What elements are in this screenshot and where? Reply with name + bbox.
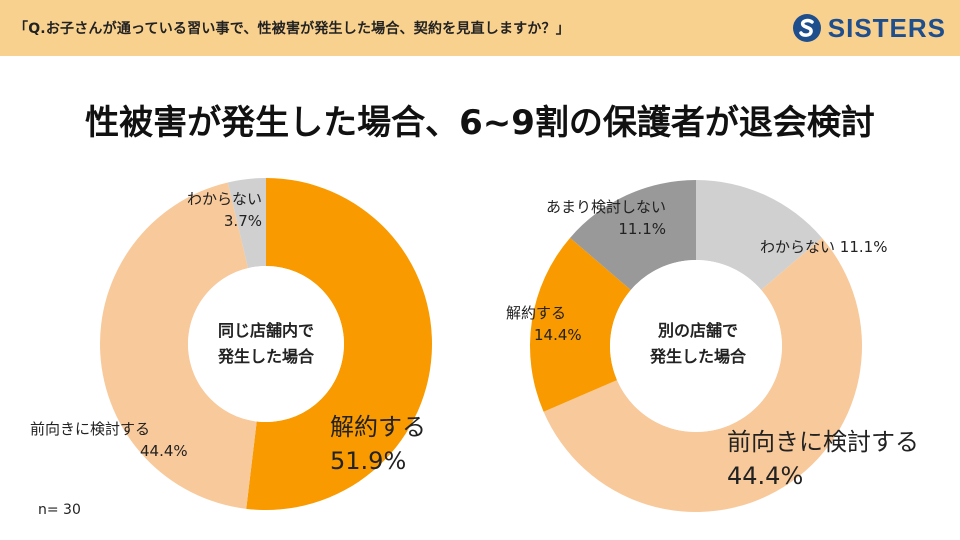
chart1-label-maemuki: 前向きに検討する 44.4% [30, 418, 230, 462]
chart1-label-kaiyaku-value: 51.9% [330, 447, 407, 475]
chart2-center-line1: 別の店舗で [657, 321, 738, 340]
chart2-slice-2 [530, 237, 631, 412]
chart1-label-wakaranai-name: わからない [186, 190, 262, 208]
chart1-center-label: 同じ店舗内で 発生した場合 [181, 318, 351, 370]
chart2-label-wakaranai: わからない 11.1% [760, 236, 940, 258]
header-bar: 「Q.お子さんが通っている習い事で、性被害が発生した場合、契約を見直しますか？」… [0, 0, 960, 56]
chart1-hole [188, 266, 344, 422]
chart2-label-maemuki-name: 前向きに検討する [727, 428, 919, 456]
chart1-slice-0 [246, 178, 432, 510]
chart2-label-kaiyaku: 解約する 14.4% [506, 302, 616, 346]
chart1-label-wakaranai: わからない 3.7% [130, 188, 262, 232]
sample-size: n= 30 [38, 502, 81, 518]
chart2-label-kaiyaku-name: 解約する [506, 304, 567, 322]
s-mark-icon [792, 14, 821, 42]
chart2-center-label: 別の店舗で 発生した場合 [613, 318, 783, 370]
logo-text: SISTERS [827, 12, 946, 43]
chart2-label-amari-value: 11.1% [618, 220, 666, 238]
chart2-label-maemuki-value: 44.4% [727, 462, 804, 490]
chart2-slice-0 [696, 180, 822, 290]
chart1-center-line2: 発生した場合 [217, 347, 314, 366]
chart1-slice-1 [99, 182, 257, 509]
chart2-label-wakaranai-value: 11.1% [839, 238, 888, 256]
chart2-hole [610, 260, 782, 432]
chart2-slice-1 [543, 237, 862, 513]
chart1-label-kaiyaku-name: 解約する [330, 413, 426, 441]
chart2-label-wakaranai-name: わからない [760, 238, 836, 256]
chart1-label-maemuki-value: 44.4% [140, 442, 188, 460]
chart2-slice-3 [570, 180, 696, 290]
chart1-label-maemuki-name: 前向きに検討する [30, 420, 151, 438]
chart1-center-line1: 同じ店舗内で [217, 321, 314, 340]
chart2-label-maemuki: 前向きに検討する 44.4% [727, 425, 952, 493]
chart2-center-line2: 発生した場合 [649, 347, 746, 366]
chart1-label-wakaranai-value: 3.7% [223, 212, 262, 230]
chart1-slice-2 [227, 178, 266, 269]
sisters-logo: SISTERS [792, 10, 946, 46]
chart2-label-amari: あまり検討しない 11.1% [480, 196, 666, 240]
slide-title: 性被害が発生した場合、6~9割の保護者が退会検討 [85, 103, 875, 143]
chart2-label-kaiyaku-value: 14.4% [534, 326, 582, 344]
chart2-label-amari-name: あまり検討しない [545, 198, 666, 216]
chart1-label-kaiyaku: 解約する 51.9% [330, 410, 460, 478]
question-text: 「Q.お子さんが通っている習い事で、性被害が発生した場合、契約を見直しますか？」 [14, 21, 570, 37]
